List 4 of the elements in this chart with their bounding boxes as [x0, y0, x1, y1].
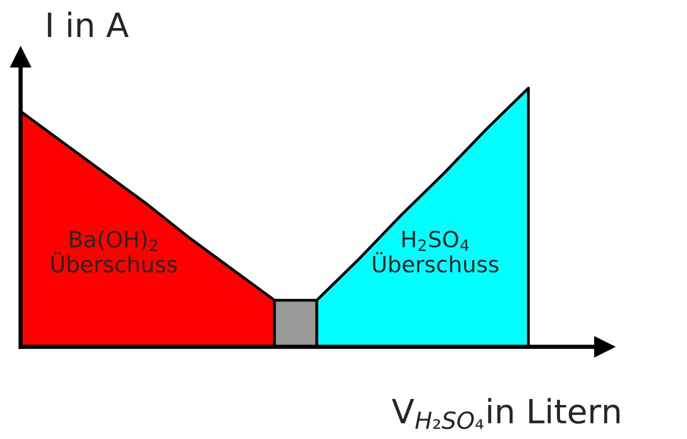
annotation: H$_{2}$SO$_{4}$ Überschuss — [373, 230, 498, 273]
x-axis-title: V$_{H₂SO₄}$in Litern — [392, 398, 620, 430]
annotation: Ba(OH)$_{2}$ Überschuss — [51, 230, 177, 273]
y-axis-title: I in A — [48, 12, 129, 37]
